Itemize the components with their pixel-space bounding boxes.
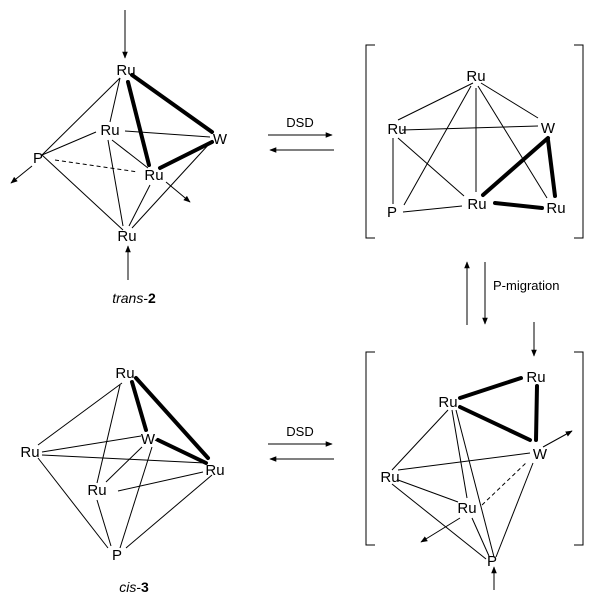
intermediate-top-p: P xyxy=(387,204,397,221)
intermediate-bottom-ru-upper-left: Ru xyxy=(438,394,457,411)
intermediate-bottom: Ru Ru W Ru Ru P xyxy=(365,322,584,590)
cluster-trans-2: Ru Ru W P Ru Ru trans-2 xyxy=(10,10,228,306)
p-migration-equilibrium-arrows: P-migration xyxy=(464,261,559,325)
bracket-right-top xyxy=(574,44,584,239)
cis-3-w: W xyxy=(141,431,156,448)
cis-3-ru-front: Ru xyxy=(87,482,106,499)
intermediate-top-ru-right: Ru xyxy=(546,200,565,217)
intermediate-top-bonds xyxy=(392,82,557,213)
intermediate-top-w: W xyxy=(541,120,556,137)
cis-3-ru-top: Ru xyxy=(115,365,134,382)
trans-2-ru-top: Ru xyxy=(116,62,135,79)
bottom-dsd-equilibrium-arrows: DSD xyxy=(268,424,334,462)
bracket-left-top xyxy=(365,44,375,239)
trans-2-caption: trans-2 xyxy=(112,290,156,306)
intermediate-top-ru-center: Ru xyxy=(467,196,486,213)
intermediate-bottom-displacement-arrows xyxy=(420,322,573,590)
intermediate-bottom-ru-left: Ru xyxy=(380,469,399,486)
intermediate-top-ru-top: Ru xyxy=(466,68,485,85)
trans-2-ru-back: Ru xyxy=(100,122,119,139)
cis-3-ru-left: Ru xyxy=(20,444,39,461)
intermediate-bottom-ru-center: Ru xyxy=(457,500,476,517)
cis-3-ru-right: Ru xyxy=(205,462,224,479)
trans-2-bonds xyxy=(41,73,214,231)
intermediate-bottom-bonds xyxy=(391,376,539,560)
intermediate-bottom-p: P xyxy=(487,553,497,570)
intermediate-bottom-w: W xyxy=(533,446,548,463)
bottom-dsd-label: DSD xyxy=(286,424,313,439)
cis-3-caption: cis-3 xyxy=(119,579,149,595)
intermediate-top: Ru Ru W P Ru Ru xyxy=(365,44,584,239)
trans-2-w: W xyxy=(213,131,228,148)
trans-2-ru-front: Ru xyxy=(144,167,163,184)
cis-3-bonds xyxy=(37,376,213,549)
intermediate-bottom-ru-top: Ru xyxy=(526,369,545,386)
bracket-right-bottom xyxy=(574,351,584,546)
trans-2-ru-bottom: Ru xyxy=(117,228,136,245)
cluster-cis-3: Ru W Ru Ru Ru P cis-3 xyxy=(20,365,224,595)
intermediate-top-ru-left: Ru xyxy=(387,121,406,138)
cis-3-p: P xyxy=(112,547,122,564)
bracket-left-bottom xyxy=(365,351,375,546)
trans-2-p: P xyxy=(33,150,43,167)
top-dsd-equilibrium-arrows: DSD xyxy=(268,115,334,153)
top-dsd-label: DSD xyxy=(286,115,313,130)
trans-2-displacement-arrows xyxy=(10,10,191,280)
p-migration-label: P-migration xyxy=(493,278,559,293)
